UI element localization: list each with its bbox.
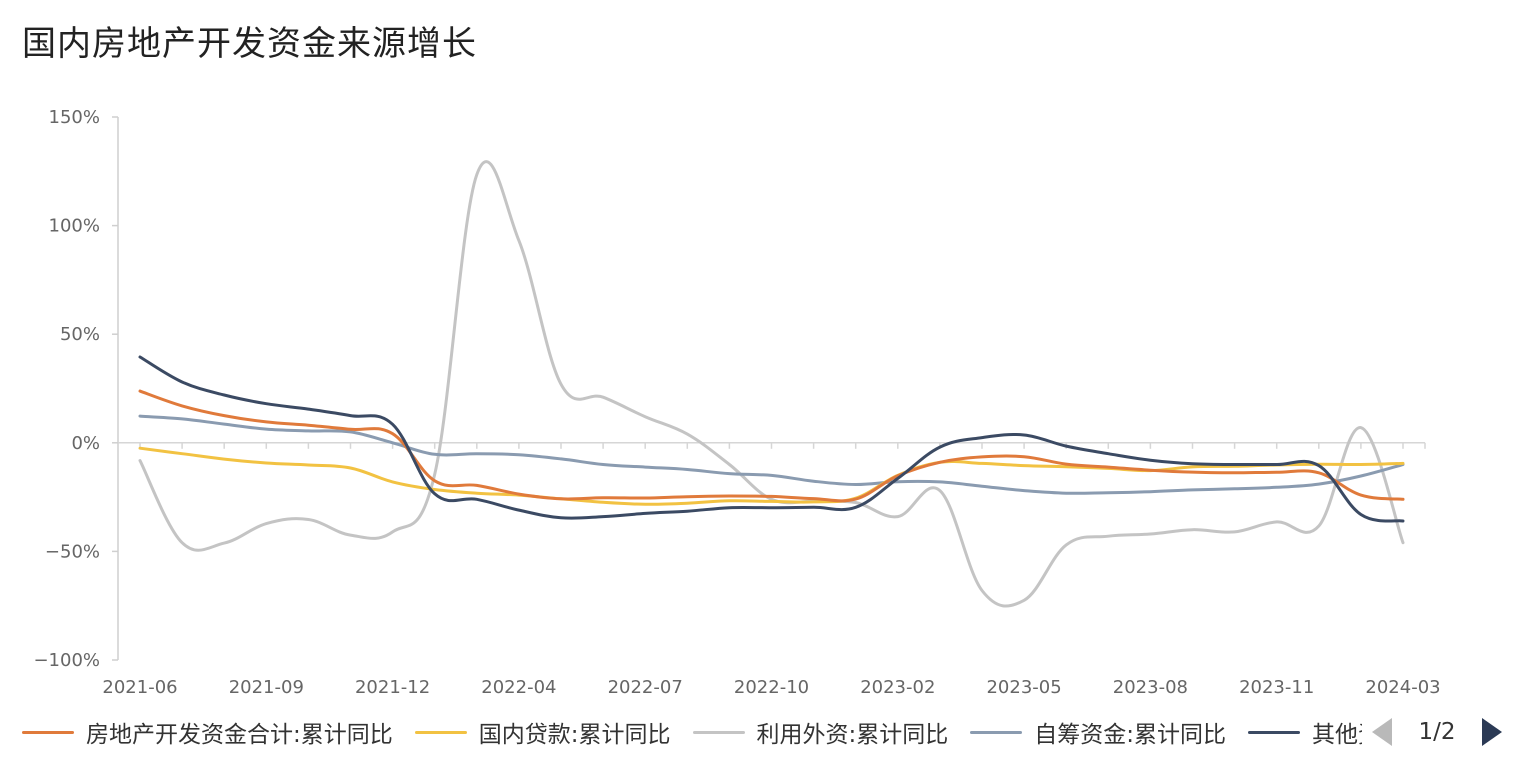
x-tick-label: 2021-09	[229, 677, 304, 698]
x-tick-label: 2021-06	[102, 677, 177, 698]
x-tick-label: 2023-11	[1239, 677, 1314, 698]
x-tick-label: 2021-12	[355, 677, 430, 698]
x-tick-label: 2023-05	[986, 677, 1061, 698]
legend-prev-icon[interactable]	[1372, 718, 1392, 746]
x-tick-label: 2022-10	[734, 677, 809, 698]
chart-axes: 150% 100% 50% 0% −50% −100%2021-06 2021-09 2021…	[33, 107, 1440, 698]
y-tick-label: −50%	[45, 541, 100, 562]
chart-title: 国内房地产开发资金来源增长	[22, 24, 477, 64]
legend-swatch	[414, 730, 467, 734]
x-tick-label: 2023-02	[860, 677, 935, 698]
chart-legend: 房地产开发资金合计:累计同比 国内贷款:累计同比 利用外资:累计同比 自筹资金:累计同…	[22, 712, 1362, 752]
series-line-4	[138, 414, 1405, 495]
series-line-5	[138, 355, 1405, 523]
x-tick-label: 2022-07	[608, 677, 683, 698]
x-tick-label: 2022-04	[481, 677, 556, 698]
legend-pager: 1/2	[1372, 712, 1502, 752]
legend-swatch	[1248, 730, 1300, 734]
legend-page-indicator: 1/2	[1418, 719, 1456, 745]
legend-swatch	[970, 730, 1023, 734]
chart-series	[138, 160, 1405, 608]
legend-label: 房地产开发资金合计:累计同比	[86, 722, 393, 748]
series-line-2	[138, 446, 1405, 506]
legend-next-icon[interactable]	[1481, 718, 1502, 746]
legend-label: 其他资金:累计同比	[1312, 722, 1362, 748]
legend-label: 利用外资:累计同比	[756, 722, 949, 748]
legend-swatch	[22, 730, 74, 734]
legend-item[interactable]: 利用外资:累计同比	[692, 715, 949, 749]
x-tick-label: 2024-03	[1365, 677, 1440, 698]
series-line-3	[138, 160, 1405, 608]
legend-item[interactable]: 国内贷款:累计同比	[414, 715, 671, 749]
y-tick-label: 0%	[71, 433, 100, 454]
legend-swatch	[692, 730, 745, 734]
legend-label: 国内贷款:累计同比	[478, 722, 671, 748]
y-tick-label: 100%	[49, 216, 100, 237]
y-tick-label: 150%	[49, 107, 100, 128]
legend-item[interactable]: 自筹资金:累计同比	[970, 715, 1226, 749]
legend-item[interactable]: 其他资金:累计同比	[1248, 715, 1362, 749]
y-tick-label: −100%	[33, 650, 100, 671]
legend-label: 自筹资金:累计同比	[1034, 722, 1226, 748]
series-line-1	[138, 389, 1405, 503]
legend-item[interactable]: 房地产开发资金合计:累计同比	[22, 715, 393, 749]
x-tick-label: 2023-08	[1113, 677, 1188, 698]
y-tick-label: 50%	[60, 324, 100, 345]
